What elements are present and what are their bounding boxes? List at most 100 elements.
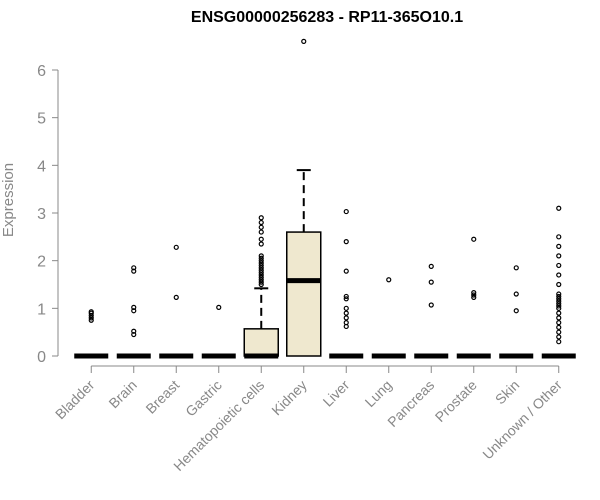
outlier-point — [556, 234, 562, 240]
outlier-point — [258, 219, 264, 226]
x-tick-label: Bladder — [52, 377, 98, 423]
outlier-point — [556, 243, 562, 249]
y-axis: 0 1 2 3 4 5 6 — [37, 63, 59, 366]
x-tick-label: Kidney — [268, 377, 310, 419]
y-tick-label: 0 — [37, 349, 46, 366]
outlier-point — [556, 205, 562, 211]
box-unknown-other — [541, 205, 576, 359]
box-lung — [371, 277, 406, 359]
outlier-point — [428, 279, 434, 285]
outlier-point — [88, 309, 94, 315]
y-tick-label: 2 — [37, 254, 46, 271]
outlier-point — [258, 229, 264, 235]
outlier-point — [258, 265, 264, 271]
outlier-point — [258, 236, 264, 242]
outlier-point — [88, 315, 94, 321]
outlier-point — [513, 291, 519, 297]
boxes-group — [74, 38, 576, 359]
outlier-point — [556, 300, 562, 307]
outlier-point — [343, 293, 349, 300]
outlier-point — [513, 308, 519, 314]
box-hematopoietic-cells — [243, 215, 279, 359]
outlier-point — [556, 305, 562, 311]
outlier-point — [258, 255, 264, 261]
outlier-point — [258, 260, 264, 266]
outlier-point — [216, 304, 222, 310]
outlier-point — [471, 292, 477, 298]
box-skin — [499, 265, 534, 359]
outlier-point — [131, 308, 137, 314]
outlier-point — [258, 241, 264, 247]
y-tick-label: 4 — [37, 158, 46, 175]
x-tick-label: Pancreas — [384, 377, 437, 430]
outlier-point — [258, 274, 264, 280]
outlier-point — [301, 38, 307, 45]
outlier-point — [556, 329, 562, 335]
outlier-point — [131, 304, 137, 310]
outlier-point — [428, 263, 434, 269]
x-tick-label: Prostate — [432, 377, 480, 425]
outlier-point — [173, 244, 179, 250]
outlier-point — [343, 315, 349, 321]
outlier-point — [556, 303, 562, 309]
outlier-point — [258, 269, 264, 276]
y-tick-label: 3 — [37, 206, 46, 223]
outlier-point — [556, 320, 562, 326]
outlier-point — [258, 272, 264, 278]
outlier-point — [556, 334, 562, 340]
box-liver — [329, 208, 364, 359]
outlier-point — [131, 265, 137, 271]
outlier-point — [258, 262, 264, 269]
box-bladder — [74, 309, 109, 359]
box-gastric — [201, 304, 236, 359]
outlier-point — [513, 265, 519, 271]
outlier-point — [556, 310, 562, 316]
box-rect — [286, 231, 322, 357]
outlier-point — [556, 262, 562, 269]
outlier-point — [258, 267, 264, 273]
outlier-point — [343, 268, 349, 274]
outlier-point — [258, 215, 264, 221]
box-rect — [243, 328, 279, 357]
x-tick-label: Breast — [142, 377, 182, 417]
outlier-point — [471, 294, 477, 300]
outlier-point — [556, 339, 562, 345]
outlier-point — [173, 294, 179, 300]
box-kidney — [286, 38, 322, 357]
outlier-point — [556, 324, 562, 330]
outlier-point — [556, 298, 562, 304]
outlier-point — [343, 320, 349, 326]
box-prostate — [456, 236, 491, 359]
outlier-point — [258, 253, 264, 259]
outlier-point — [556, 296, 562, 302]
outlier-point — [343, 310, 349, 316]
box-brain — [116, 265, 151, 359]
outlier-point — [556, 315, 562, 321]
outlier-point — [343, 239, 349, 245]
outlier-point — [131, 268, 137, 274]
outlier-point — [386, 277, 392, 283]
outlier-point — [258, 279, 264, 285]
x-tick-label: Brain — [105, 377, 139, 411]
outlier-point — [556, 253, 562, 259]
outlier-point — [471, 236, 477, 242]
x-tick-label: Skin — [492, 377, 523, 408]
outlier-point — [258, 281, 264, 288]
box-pancreas — [414, 263, 449, 359]
x-tick-label: Lung — [362, 377, 395, 410]
y-tick-label: 6 — [37, 63, 46, 80]
chart-title: ENSG00000256283 - RP11-365O10.1 — [191, 9, 463, 26]
outlier-point — [88, 317, 94, 323]
y-tick-label: 5 — [37, 111, 46, 128]
outlier-point — [556, 272, 562, 278]
outlier-point — [556, 291, 562, 297]
outlier-point — [258, 277, 264, 283]
outlier-point — [556, 293, 562, 300]
x-tick-label: Unknown / Other — [479, 377, 565, 463]
outlier-point — [131, 328, 137, 334]
outlier-point — [258, 224, 264, 230]
outlier-point — [258, 258, 264, 264]
outlier-point — [343, 208, 349, 215]
